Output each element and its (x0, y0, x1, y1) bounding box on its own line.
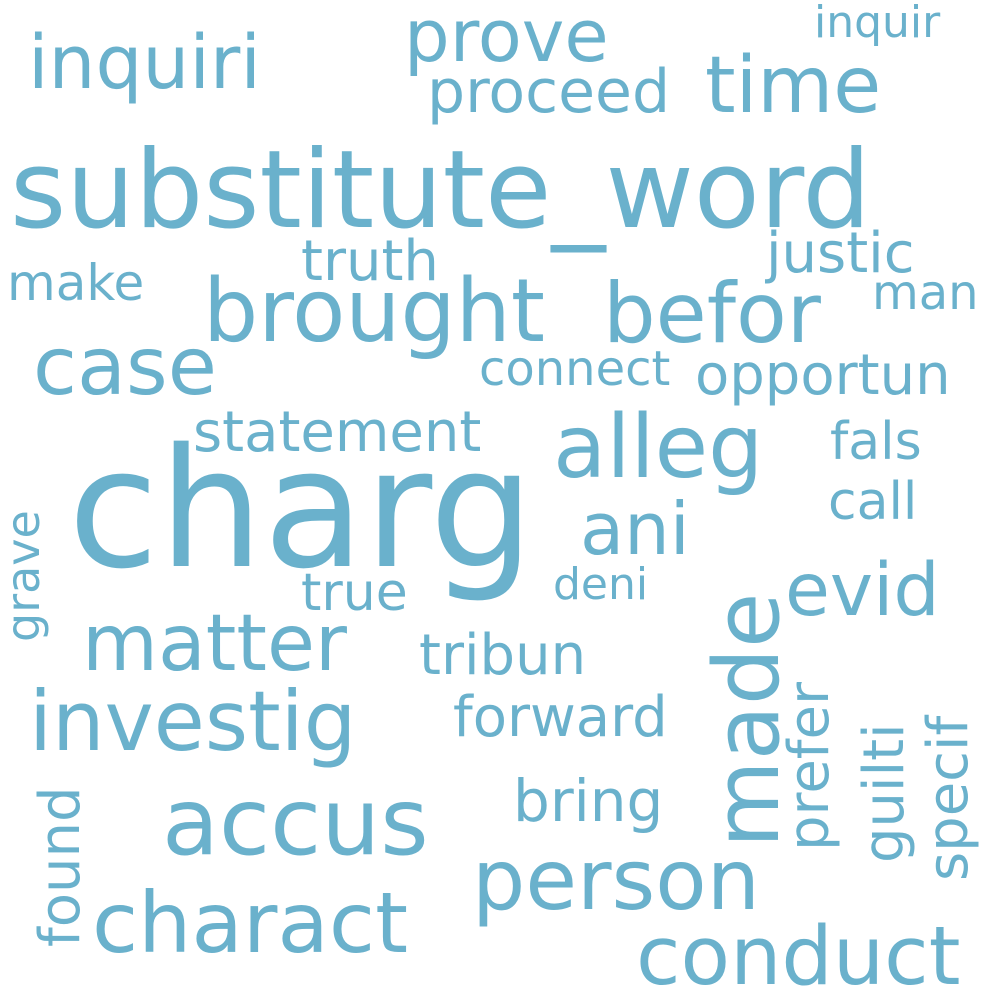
word-prove: prove (404, 0, 609, 78)
word-grave: grave (0, 510, 50, 642)
word-inquir: inquir (814, 0, 941, 48)
word-accus: accus (162, 768, 429, 876)
word-statement: statement (193, 400, 482, 465)
word-investig: investig (29, 673, 357, 770)
word-substitute-word: substitute_word (10, 128, 871, 253)
word-true: true (301, 563, 408, 623)
word-truth: truth (301, 229, 439, 294)
word-bring: bring (513, 767, 664, 835)
word-alleg: alleg (553, 396, 764, 498)
word-person: person (472, 831, 760, 929)
word-forward: forward (453, 685, 668, 750)
word-charact: charact (92, 874, 409, 972)
word-case: case (33, 320, 217, 413)
word-man: man (872, 265, 979, 321)
word-tribun: tribun (419, 623, 587, 688)
word-proceed: proceed (427, 57, 671, 127)
word-conduct: conduct (636, 910, 961, 1000)
word-charg: charg (68, 413, 535, 605)
word-make: make (7, 254, 145, 312)
word-found: found (28, 786, 93, 947)
word-justic: justic (766, 221, 915, 286)
word-opportun: opportun (695, 343, 951, 408)
word-guilti: guilti (852, 723, 917, 863)
word-fals: fals (830, 412, 922, 472)
word-matter: matter (82, 599, 348, 689)
word-brought: brought (203, 260, 545, 362)
word-time: time (705, 41, 882, 131)
word-specif: specif (916, 715, 981, 881)
word-inquiri: inquiri (28, 20, 261, 106)
word-befor: befor (603, 265, 821, 362)
word-deni: deni (553, 559, 649, 610)
word-ani: ani (580, 487, 690, 571)
word-prefer: prefer (777, 682, 842, 851)
word-call: call (828, 472, 918, 532)
word-connect: connect (479, 341, 671, 397)
word-evid: evid (785, 548, 940, 633)
